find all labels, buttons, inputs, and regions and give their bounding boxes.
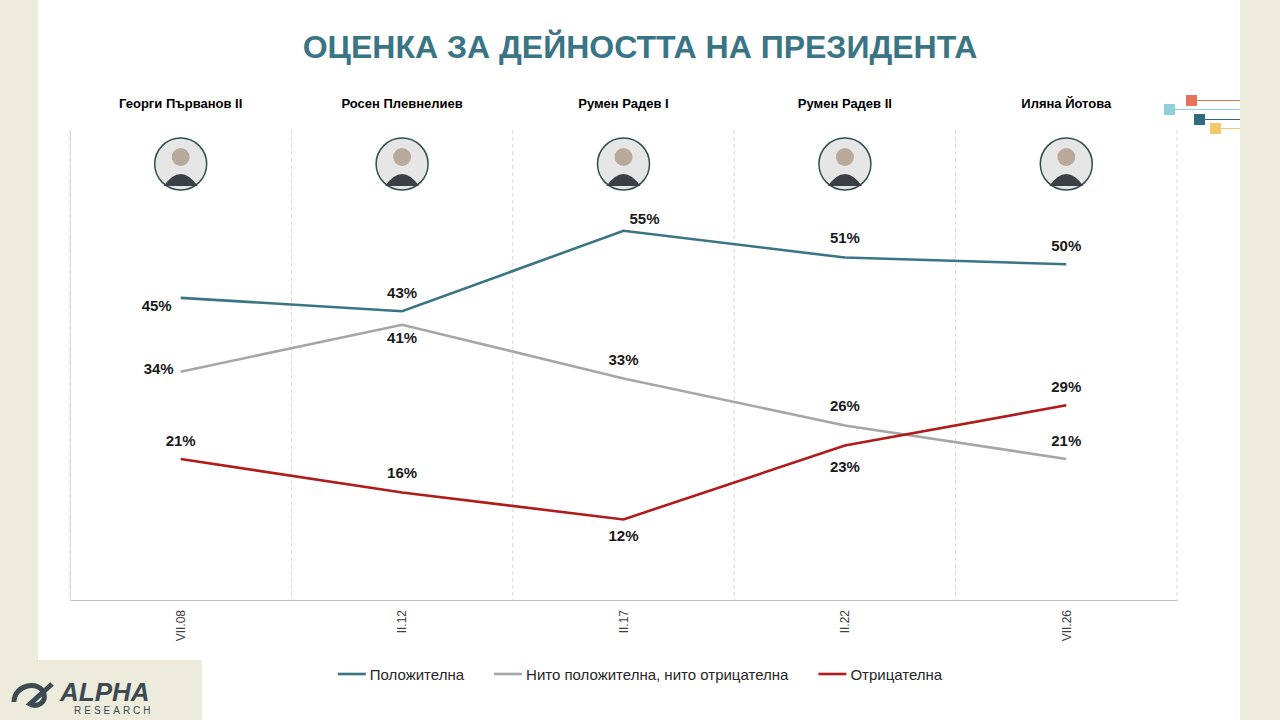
x-tick-label: II.22: [838, 610, 852, 634]
data-label: 51%: [830, 229, 860, 246]
series-line: [181, 405, 1067, 519]
deco-square: [1186, 95, 1197, 106]
grid-line: [955, 130, 956, 600]
portrait-body: [385, 174, 419, 186]
data-label: 21%: [1051, 432, 1081, 449]
x-tick: VII.26: [1060, 600, 1074, 641]
data-label: 16%: [387, 464, 417, 481]
column-head: Румен Радев II: [798, 96, 892, 111]
series-line: [181, 231, 1067, 312]
data-label: 29%: [1051, 378, 1081, 395]
column-head: Румен Радев I: [578, 96, 668, 111]
y-axis: [70, 131, 71, 601]
series-lines: [181, 231, 1067, 520]
data-label: 41%: [387, 329, 417, 346]
grid-line: [1177, 130, 1178, 600]
legend-swatch: [494, 673, 522, 676]
legend-item: Отрицателна: [818, 666, 942, 683]
portrait-head: [393, 148, 411, 166]
x-tick-label: VII.08: [174, 610, 188, 642]
logo-name: ALPHA: [59, 677, 150, 707]
chart: ОЦЕНКА ЗА ДЕЙНОСТТА НА ПРЕЗИДЕНТА VII.08 I…: [0, 0, 1280, 720]
x-axis: VII.08 II.12 II.17 II.22 VII.26: [71, 600, 1178, 641]
logo-sub: RESEARCH: [74, 705, 154, 716]
column-heads: Георги Първанов II Росен Плевнелиев Румен …: [119, 96, 1112, 190]
portrait-body: [1049, 174, 1083, 186]
logo-mark: [14, 684, 52, 705]
legend-label: Отрицателна: [850, 666, 942, 683]
legend-item: Нито положителна, нито отрицателна: [494, 666, 789, 683]
column-head: Росен Плевнелиев: [341, 96, 462, 111]
grid-line: [734, 130, 735, 600]
legend: Положителна Нито положителна, нито отрица…: [338, 666, 943, 683]
portrait: [155, 138, 207, 190]
grid: [70, 130, 1177, 600]
grid-line: [70, 130, 71, 600]
portrait-head: [836, 148, 854, 166]
portrait-head: [1057, 148, 1075, 166]
deco-line: [1175, 109, 1240, 110]
data-label: 50%: [1051, 237, 1081, 254]
legend-label: Нито положителна, нито отрицателна: [526, 666, 789, 683]
deco-square: [1210, 123, 1221, 134]
data-label: 45%: [142, 297, 172, 314]
x-axis-line: [71, 600, 1178, 601]
portrait: [1040, 138, 1092, 190]
data-label: 34%: [144, 360, 174, 377]
x-tick-label: II.12: [395, 610, 409, 634]
portrait-head: [615, 148, 633, 166]
portrait: [819, 138, 871, 190]
background: [0, 0, 1280, 720]
column-head: Георги Първанов II: [119, 96, 242, 111]
series-line: [181, 325, 1067, 459]
y-axis-line: [70, 131, 71, 601]
title: ОЦЕНКА ЗА ДЕЙНОСТТА НА ПРЕЗИДЕНТА: [303, 29, 978, 65]
legend-item: Положителна: [338, 666, 465, 683]
portrait: [376, 138, 428, 190]
data-label: 43%: [387, 284, 417, 301]
data-label: 55%: [629, 210, 659, 227]
grid-line: [512, 130, 513, 600]
data-label: 26%: [830, 397, 860, 414]
x-tick: II.22: [838, 600, 852, 633]
deco-line: [1197, 100, 1240, 101]
legend-label: Положителна: [370, 666, 465, 683]
grid-line: [291, 130, 292, 600]
deco-square: [1194, 114, 1205, 125]
deco-line: [1221, 128, 1240, 129]
legend-swatch: [818, 673, 846, 676]
deco-line: [1205, 119, 1240, 120]
data-label: 12%: [608, 527, 638, 544]
data-labels: 45% 43% 55% 51% 50% 34% 41% 33% 26% 21% 21% 16% 12% 2…: [142, 210, 1082, 544]
portrait-head: [172, 148, 190, 166]
x-tick: II.12: [395, 600, 409, 633]
data-label: 21%: [166, 432, 196, 449]
x-tick: II.17: [617, 600, 631, 633]
portrait-body: [607, 174, 641, 186]
data-label: 33%: [608, 351, 638, 368]
legend-swatch: [338, 673, 366, 676]
logo-box: [0, 660, 202, 720]
column-head: Иляна Йотова: [1021, 96, 1112, 111]
panel: [38, 0, 1240, 720]
portrait-body: [828, 174, 862, 186]
x-tick-label: VII.26: [1060, 610, 1074, 642]
data-label: 23%: [830, 458, 860, 475]
portrait: [598, 138, 650, 190]
logo: ALPHARESEARCH: [14, 677, 154, 716]
deco-square: [1164, 104, 1175, 115]
x-tick-label: II.17: [617, 610, 631, 634]
portrait-body: [164, 174, 198, 186]
decoration: [1164, 95, 1240, 134]
x-tick: VII.08: [174, 600, 188, 641]
